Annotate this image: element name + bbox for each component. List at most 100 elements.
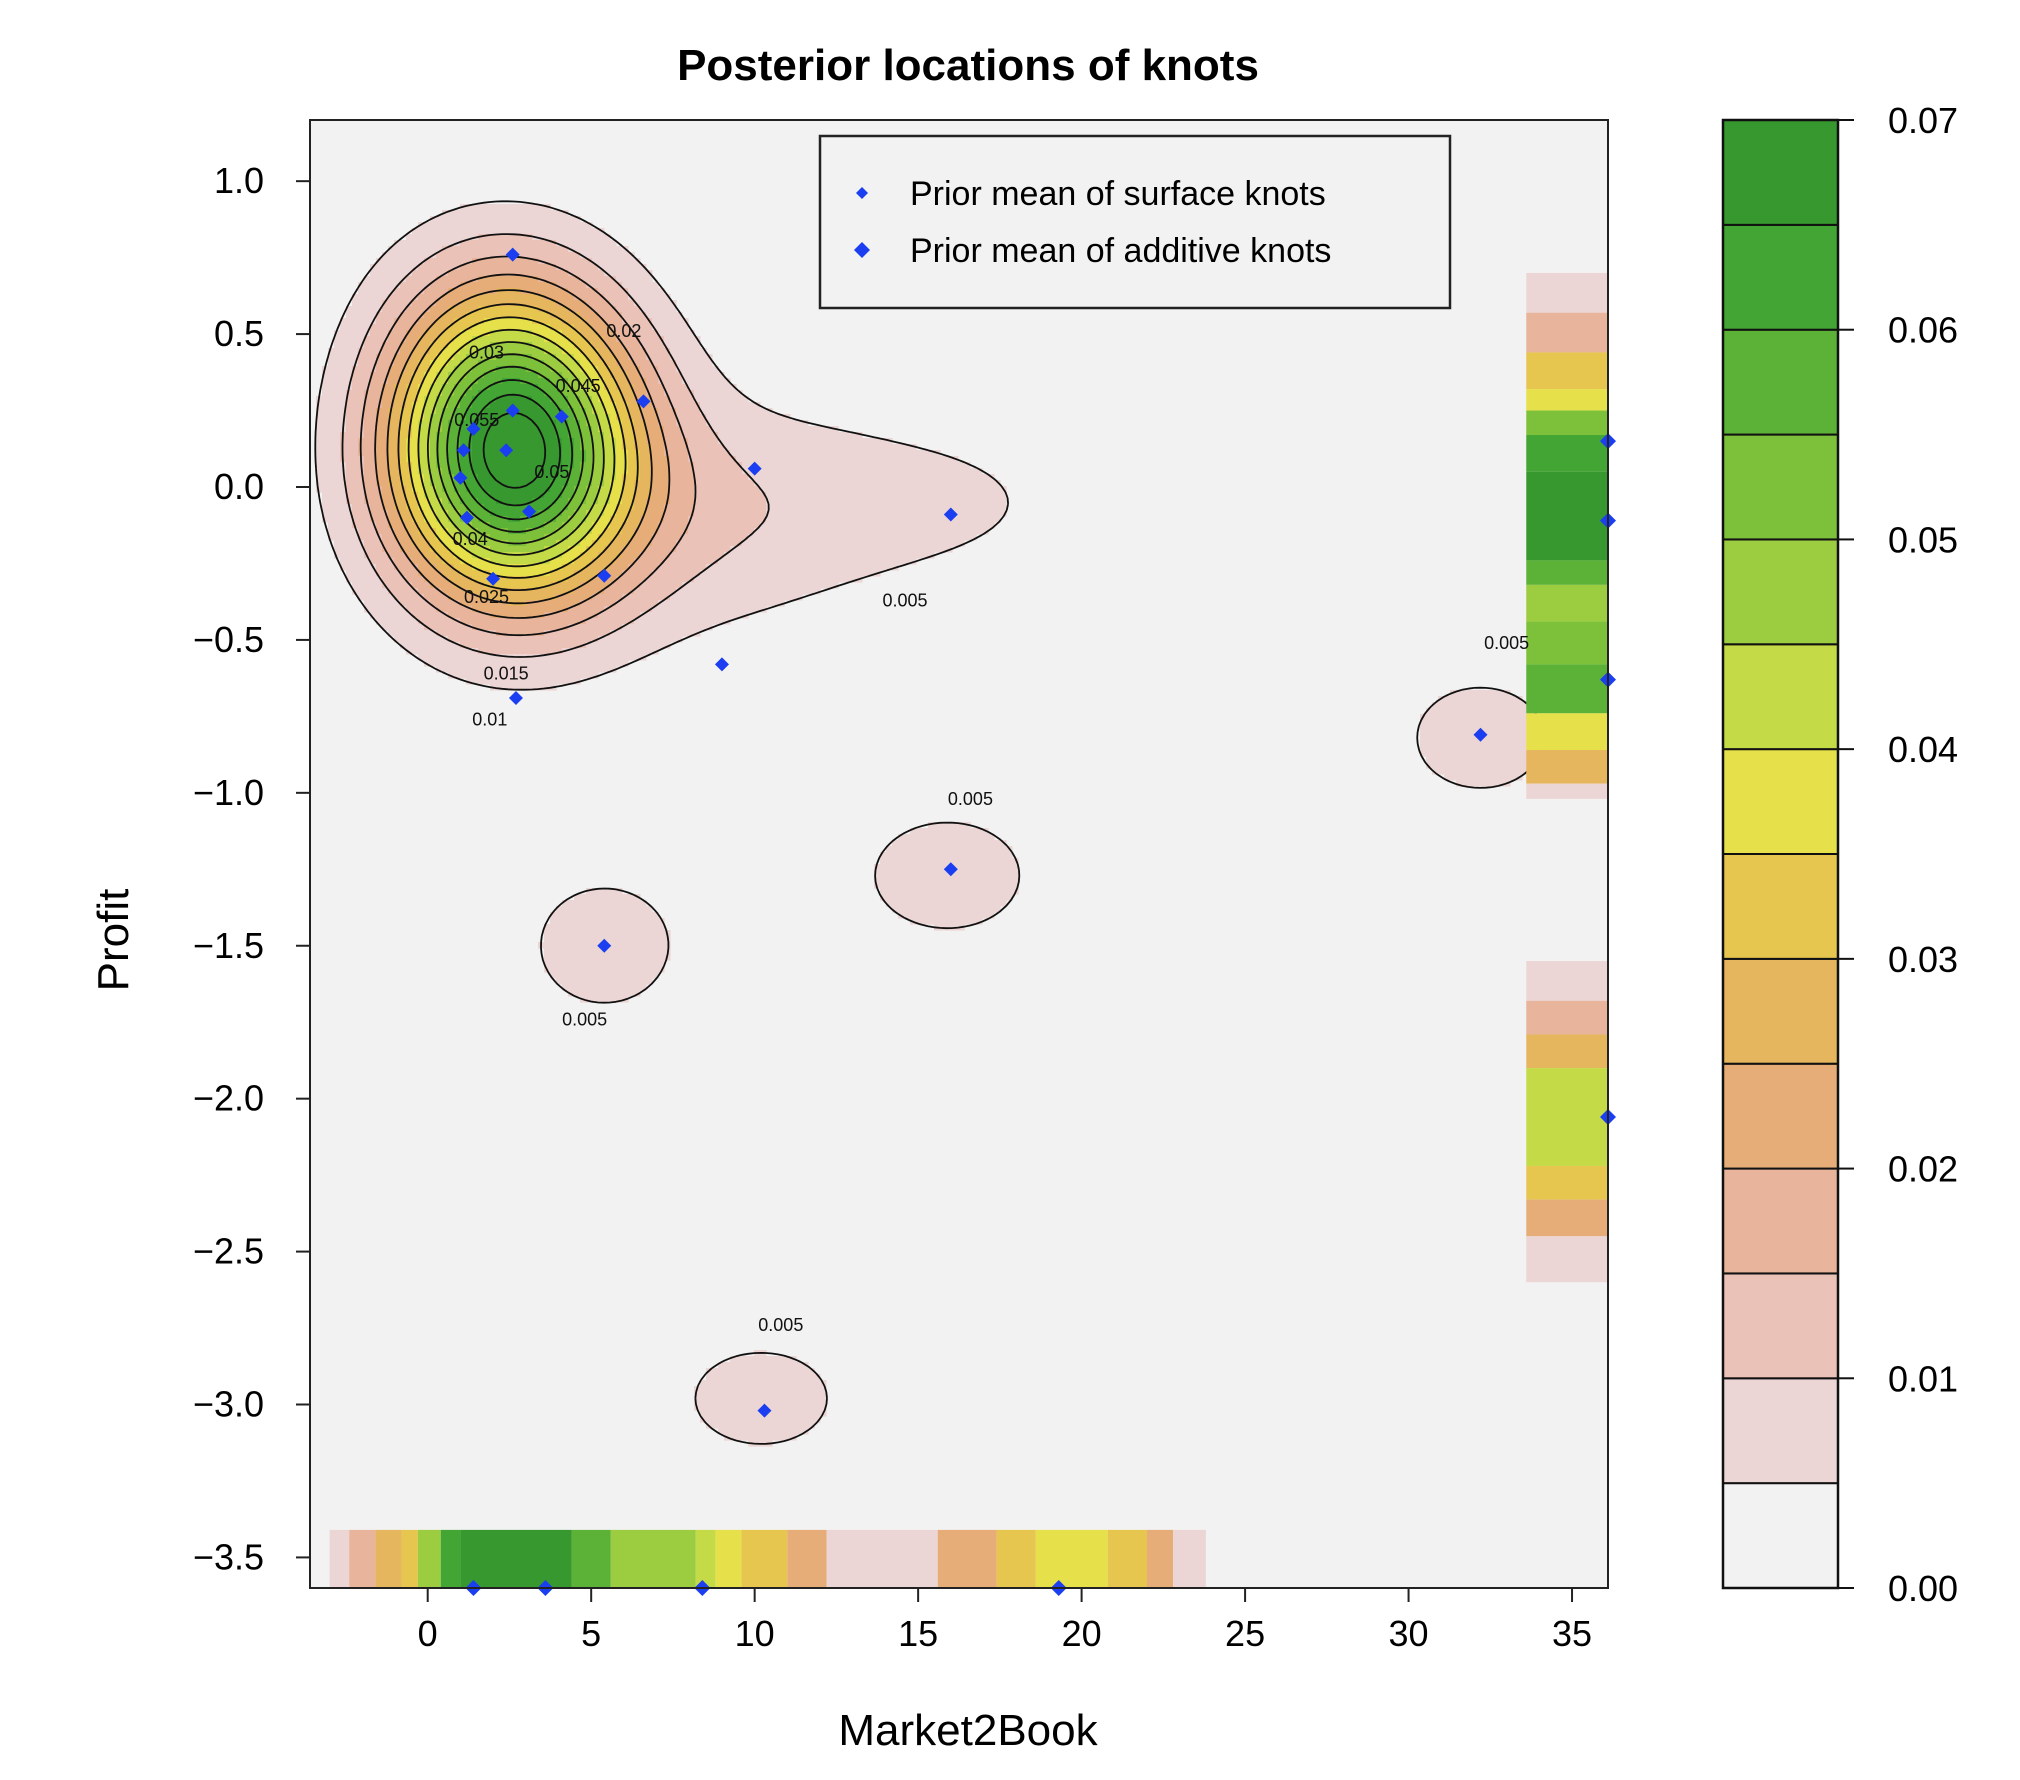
density-cell: [628, 528, 635, 535]
density-cell: [628, 570, 635, 577]
density-cell: [388, 462, 395, 469]
density-cell: [952, 480, 959, 487]
density-cell: [544, 498, 551, 505]
density-cell: [388, 294, 395, 301]
density-cell: [640, 552, 647, 559]
density-cell: [484, 204, 491, 211]
density-cell: [520, 234, 527, 241]
density-cell: [760, 522, 767, 529]
density-cell: [994, 516, 1001, 523]
density-cell: [658, 300, 665, 307]
density-cell: [502, 492, 509, 499]
density-cell: [916, 552, 923, 559]
density-cell: [478, 300, 485, 307]
density-cell: [346, 390, 353, 397]
density-cell: [376, 330, 383, 337]
density-cell: [568, 342, 575, 349]
density-cell: [724, 486, 731, 493]
density-cell: [640, 564, 647, 571]
density-cell: [454, 432, 461, 439]
density-cell: [502, 420, 509, 427]
density-cell: [844, 444, 851, 451]
density-cell: [904, 522, 911, 529]
density-cell: [796, 486, 803, 493]
density-cell: [688, 384, 695, 391]
density-cell: [394, 444, 401, 451]
density-cell: [502, 306, 509, 313]
density-cell: [388, 258, 395, 265]
density-cell: [898, 456, 905, 463]
density-cell: [958, 462, 965, 469]
density-cell: [820, 546, 827, 553]
density-cell: [712, 486, 719, 493]
density-cell: [472, 516, 479, 523]
density-cell: [628, 396, 635, 403]
density-cell: [580, 480, 587, 487]
density-cell: [694, 480, 701, 487]
density-cell: [502, 504, 509, 511]
density-cell: [874, 510, 881, 517]
density-cell: [448, 546, 455, 553]
density-cell: [412, 384, 419, 391]
density-cell: [334, 540, 341, 547]
density-cell: [778, 516, 785, 523]
density-cell: [640, 582, 647, 589]
density-cell: [718, 378, 725, 385]
density-cell: [814, 558, 821, 565]
density-cell: [670, 384, 677, 391]
density-cell: [526, 240, 533, 247]
density-cell: [508, 390, 515, 397]
density-cell: [574, 468, 581, 475]
density-cell: [442, 288, 449, 295]
density-cell: [988, 504, 995, 511]
density-cell: [484, 354, 491, 361]
density-cell: [442, 444, 449, 451]
density-cell: [424, 546, 431, 553]
density-cell: [610, 522, 617, 529]
density-cell: [592, 462, 599, 469]
density-cell: [484, 276, 491, 283]
density-cell: [670, 552, 677, 559]
density-cell: [454, 216, 461, 223]
density-cell: [526, 462, 533, 469]
density-cell: [358, 390, 365, 397]
density-cell: [880, 462, 887, 469]
density-cell: [706, 546, 713, 553]
density-cell: [934, 534, 941, 541]
density-cell: [598, 498, 605, 505]
density-cell: [370, 354, 377, 361]
density-cell: [418, 366, 425, 373]
density-cell: [616, 600, 623, 607]
density-cell: [610, 270, 617, 277]
density-cell: [478, 480, 485, 487]
density-cell: [316, 480, 323, 487]
density-cell: [592, 522, 599, 529]
density-cell: [400, 510, 407, 517]
density-cell: [718, 396, 725, 403]
density-cell: [496, 384, 503, 391]
density-cell: [424, 240, 431, 247]
density-cell: [580, 600, 587, 607]
density-cell: [550, 492, 557, 499]
density-cell: [538, 318, 545, 325]
density-cell: [580, 300, 587, 307]
density-cell: [964, 480, 971, 487]
density-cell: [592, 354, 599, 361]
density-cell: [358, 522, 365, 529]
density-cell: [574, 522, 581, 529]
density-cell: [472, 468, 479, 475]
density-cell: [772, 510, 779, 517]
density-cell: [544, 288, 551, 295]
density-cell: [586, 372, 593, 379]
density-cell: [610, 318, 617, 325]
density-cell: [742, 516, 749, 523]
density-cell: [712, 564, 719, 571]
density-cell: [448, 234, 455, 241]
density-cell: [502, 318, 509, 325]
density-cell: [442, 438, 449, 445]
density-cell: [364, 282, 371, 289]
density-cell: [382, 372, 389, 379]
density-cell: [388, 588, 395, 595]
density-cell: [634, 600, 641, 607]
density-cell: [700, 558, 707, 565]
